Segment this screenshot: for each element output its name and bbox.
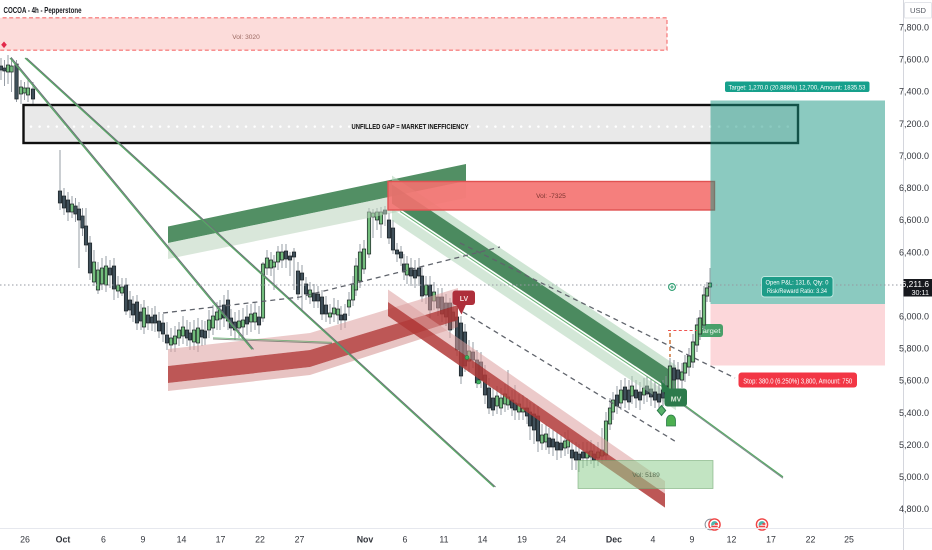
svg-text:5,400.0: 5,400.0 <box>899 408 929 418</box>
svg-text:17: 17 <box>766 535 776 545</box>
svg-text:Vol: -7325: Vol: -7325 <box>536 193 566 200</box>
svg-text:Oct: Oct <box>56 535 71 545</box>
svg-text:11: 11 <box>439 535 448 545</box>
svg-text:5,000.0: 5,000.0 <box>899 472 929 482</box>
svg-text:14: 14 <box>177 535 187 545</box>
svg-text:4,800.0: 4,800.0 <box>899 504 929 514</box>
svg-text:6,400.0: 6,400.0 <box>899 247 929 257</box>
svg-text:26: 26 <box>20 535 30 545</box>
svg-text:4: 4 <box>651 535 656 545</box>
svg-text:9: 9 <box>690 535 695 545</box>
svg-text:Vol: 5189: Vol: 5189 <box>632 472 660 479</box>
svg-text:Target: Target <box>699 328 721 335</box>
svg-text:7,800.0: 7,800.0 <box>899 23 929 33</box>
svg-text:6,000.0: 6,000.0 <box>899 311 929 321</box>
svg-text:22: 22 <box>255 535 265 545</box>
svg-text:5,200.0: 5,200.0 <box>899 440 929 450</box>
svg-text:Nov: Nov <box>357 535 374 545</box>
svg-text:6,800.0: 6,800.0 <box>899 183 929 193</box>
svg-text:Stop: 380.0 (6.250%) 3,800, Am: Stop: 380.0 (6.250%) 3,800, Amount: 750 <box>743 376 852 385</box>
svg-text:6,211.6: 6,211.6 <box>902 279 930 289</box>
svg-text:30:11: 30:11 <box>912 288 929 297</box>
svg-text:COCOA - 4h - Pepperstone: COCOA - 4h - Pepperstone <box>4 6 82 15</box>
svg-text:6,600.0: 6,600.0 <box>899 215 929 225</box>
svg-text:7,200.0: 7,200.0 <box>899 119 929 129</box>
svg-text:Dec: Dec <box>606 535 622 545</box>
svg-text:7,400.0: 7,400.0 <box>899 87 929 97</box>
svg-text:5,800.0: 5,800.0 <box>899 344 929 354</box>
svg-text:USD: USD <box>910 6 927 15</box>
svg-text:UNFILLED GAP = MARKET INEFFICI: UNFILLED GAP = MARKET INEFFICIENCY <box>352 122 469 131</box>
svg-text:6: 6 <box>403 535 408 545</box>
svg-text:9: 9 <box>141 535 146 545</box>
svg-text:24: 24 <box>556 535 566 545</box>
svg-text:25: 25 <box>844 535 854 545</box>
svg-text:14: 14 <box>478 535 488 545</box>
svg-text:5,600.0: 5,600.0 <box>899 376 929 386</box>
svg-text:Risk/Reward Ratio: 3.34: Risk/Reward Ratio: 3.34 <box>767 288 827 295</box>
svg-text:17: 17 <box>216 535 226 545</box>
svg-text:7,600.0: 7,600.0 <box>899 55 929 65</box>
svg-text:7,000.0: 7,000.0 <box>899 151 929 161</box>
svg-text:27: 27 <box>295 535 305 545</box>
svg-text:22: 22 <box>806 535 816 545</box>
svg-text:12: 12 <box>727 535 737 545</box>
svg-text:Target: 1,270.0 (20.888%) 12,7: Target: 1,270.0 (20.888%) 12,700, Amount… <box>729 84 866 91</box>
svg-text:MV: MV <box>671 397 682 404</box>
svg-text:LV: LV <box>460 296 469 303</box>
svg-text:19: 19 <box>517 535 527 545</box>
svg-text:Vol: 3020: Vol: 3020 <box>232 34 260 41</box>
svg-text:6: 6 <box>101 535 106 545</box>
svg-text:Open P&L: 131.6, Qty: 0: Open P&L: 131.6, Qty: 0 <box>766 280 829 287</box>
